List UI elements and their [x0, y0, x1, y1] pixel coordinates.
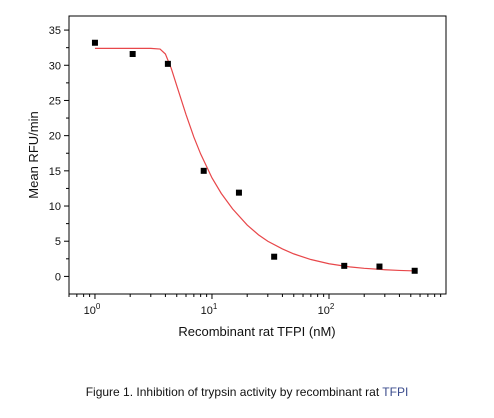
- data-point: [129, 51, 136, 58]
- y-tick-label: 20: [49, 131, 61, 143]
- y-axis-title: Mean RFU/min: [26, 111, 41, 198]
- data-point: [341, 262, 348, 269]
- data-point: [235, 189, 242, 196]
- y-tick-label: 0: [55, 271, 61, 283]
- x-tick-label: 101: [201, 302, 218, 317]
- x-tick-label: 102: [318, 302, 335, 317]
- data-point: [91, 39, 98, 46]
- plot-frame: [68, 15, 447, 295]
- y-tick-label: 5: [55, 236, 61, 248]
- figure-caption: Figure 1. Inhibition of trypsin activity…: [0, 385, 494, 399]
- x-axis: 100 101 102: [68, 294, 442, 317]
- y-tick-label: 35: [49, 25, 61, 37]
- y-axis: 0 5 10 15 20 25 30 35: [49, 25, 69, 283]
- x-tick-label: 100: [84, 302, 101, 317]
- y-tick-label: 25: [49, 95, 61, 107]
- data-point: [271, 253, 278, 260]
- y-tick-label: 30: [49, 60, 61, 72]
- data-point: [411, 267, 418, 274]
- data-point: [376, 263, 383, 270]
- caption-accent: TFPI: [382, 385, 409, 399]
- data-point: [164, 60, 171, 67]
- x-axis-title: Recombinant rat TFPI (nM): [178, 324, 335, 339]
- fit-curve: [94, 47, 416, 272]
- data-points: [91, 39, 418, 274]
- y-tick-label: 10: [49, 201, 61, 213]
- y-tick-label: 15: [49, 166, 61, 178]
- data-point: [200, 167, 207, 174]
- caption-text: Figure 1. Inhibition of trypsin activity…: [85, 385, 380, 399]
